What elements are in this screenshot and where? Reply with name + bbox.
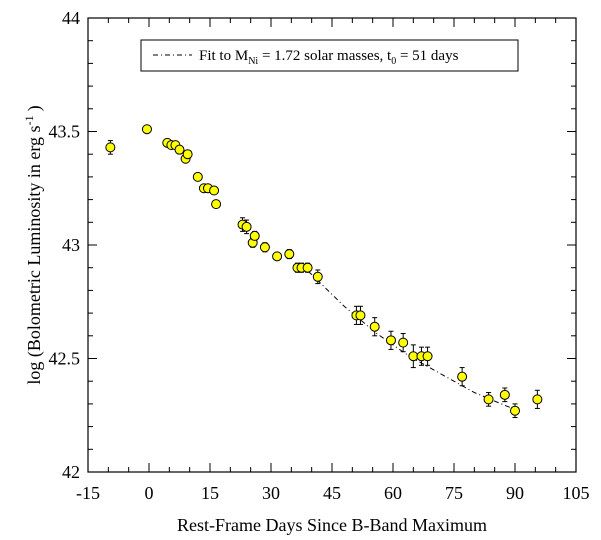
y-tick-labels: 42 42.5 43 43.5 44	[49, 8, 81, 482]
legend-label: Fit to MNi = 1.72 solar masses, t0 = 51 …	[199, 48, 459, 67]
y-tick-label: 42.5	[49, 349, 81, 369]
y-axis-title-main: log (Bolometric Luminosity in erg s	[24, 125, 45, 384]
legend-label-prefix: Fit to M	[199, 48, 248, 64]
y-tick-label: 43	[62, 235, 80, 255]
data-point	[241, 221, 252, 232]
legend-label-mid: = 1.72 solar masses, t	[258, 48, 392, 64]
data-point	[355, 310, 366, 321]
x-tick-label: 90	[506, 483, 524, 503]
data-point	[510, 405, 520, 416]
x-axis-title: Rest-Frame Days Since B-Band Maximum	[177, 515, 487, 535]
y-tick-label: 42	[62, 462, 80, 482]
x-tick-label: -15	[76, 483, 100, 503]
fit-line-layer	[299, 262, 520, 412]
legend-label-suffix: = 51 days	[396, 48, 458, 64]
x-tick-labels: -15 0 15 30 45 60 75 90 105	[76, 483, 590, 503]
y-axis-title: log (Bolometric Luminosity in erg s-1)	[22, 105, 45, 384]
plot-frame	[87, 17, 577, 473]
error-bars	[107, 140, 540, 419]
data-point	[141, 124, 152, 135]
axis-ticks	[87, 17, 577, 473]
y-tick-label: 44	[62, 8, 80, 28]
legend-label-sub2: 0	[391, 56, 396, 67]
data-point	[174, 144, 185, 155]
data-point	[182, 149, 193, 160]
data-point	[312, 271, 323, 282]
x-tick-label: 0	[145, 483, 154, 503]
x-tick-label: 60	[384, 483, 402, 503]
data-point	[284, 249, 295, 260]
legend-label-sub1: Ni	[248, 56, 258, 67]
data-point	[272, 251, 283, 262]
data-point	[398, 337, 409, 348]
legend-box	[140, 39, 519, 72]
y-axis-title-close: )	[24, 105, 45, 111]
x-tick-label: 15	[201, 483, 219, 503]
data-point	[457, 371, 468, 382]
x-tick-label: 75	[445, 483, 463, 503]
data-point	[211, 199, 222, 210]
data-point	[302, 262, 313, 273]
legend: Fit to MNi = 1.72 solar masses, t0 = 51 …	[140, 39, 519, 72]
data-point	[422, 351, 433, 362]
data-point	[385, 335, 396, 346]
y-axis-title-sup: -1	[22, 115, 36, 125]
data-point	[209, 185, 220, 196]
data-point	[259, 242, 270, 253]
x-tick-label: 105	[563, 483, 590, 503]
data-point	[105, 142, 116, 153]
y-tick-label: 43.5	[49, 122, 81, 142]
data-point	[249, 230, 260, 241]
x-tick-label: 30	[262, 483, 280, 503]
data-points	[105, 124, 543, 416]
data-point	[369, 321, 380, 332]
fit-line	[299, 262, 520, 412]
x-tick-label: 45	[323, 483, 341, 503]
data-point	[499, 389, 510, 400]
data-point	[192, 171, 203, 182]
data-point	[532, 394, 543, 405]
data-point	[483, 394, 494, 405]
